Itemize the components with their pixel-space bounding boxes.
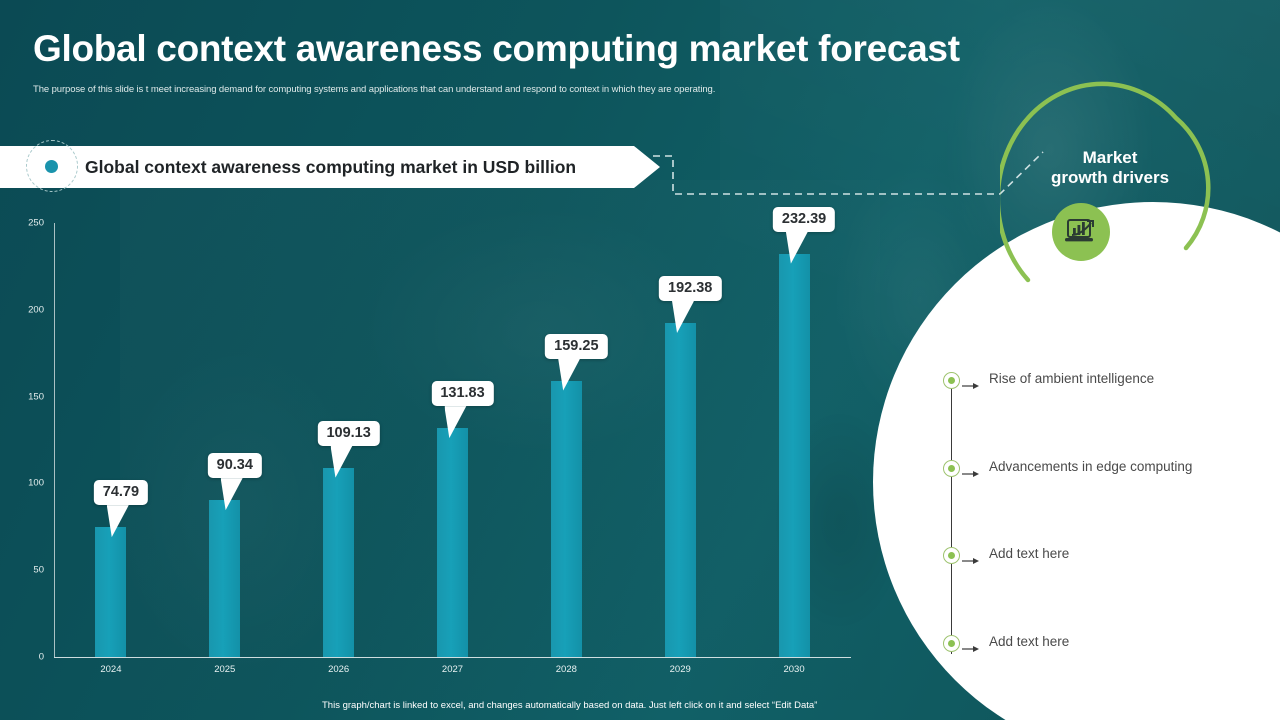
arrow-right-icon <box>962 552 980 564</box>
arrow-right-icon <box>962 465 980 477</box>
right-panel-title-line1: Market <box>1082 148 1138 167</box>
y-axis-tick-label: 200 <box>28 304 44 316</box>
chart-source-note: This graph/chart is linked to excel, and… <box>322 700 818 711</box>
driver-label: Add text here <box>989 633 1070 649</box>
x-axis-tick-label: 2029 <box>669 664 691 675</box>
banner-label: Global context awareness computing marke… <box>85 157 577 177</box>
x-axis-tick-label: 2028 <box>555 664 577 675</box>
page-subtitle: The purpose of this slide is t meet incr… <box>33 84 716 95</box>
driver-bullet-icon <box>943 372 960 389</box>
banner-shape <box>0 146 660 188</box>
x-axis-tick-label: 2024 <box>100 664 122 675</box>
x-axis-line <box>54 657 851 658</box>
driver-label: Add text here <box>989 546 1070 561</box>
growth-drivers-list: Rise of ambient intelligence Advancements… <box>943 371 1263 662</box>
bar-value-callout: 131.83 <box>431 381 494 439</box>
bar-value-callout: 109.13 <box>317 420 380 478</box>
bar-chart: 0 50 100 150 200 250 74.79 90.34 109.13 131.83 15… <box>0 206 880 680</box>
page-title: Global context awareness computing marke… <box>33 28 960 69</box>
y-axis-tick-label: 0 <box>38 651 44 663</box>
y-axis-tick-label: 100 <box>28 477 44 489</box>
arrow-right-icon <box>962 377 980 389</box>
bar-value-callout: 232.39 <box>772 206 836 264</box>
bar <box>664 323 696 657</box>
bullet-dot-icon <box>45 160 58 173</box>
driver-label: Advancements in edge computing <box>989 458 1193 474</box>
dashed-circle-decoration <box>26 140 78 192</box>
driver-bullet-icon <box>943 547 960 564</box>
bar-value-callout: 74.79 <box>93 480 149 538</box>
background-photo-left <box>120 180 880 700</box>
driver-bullet-icon <box>943 634 960 652</box>
arrow-right-icon <box>962 640 980 652</box>
y-axis-tick-label: 50 <box>33 564 44 576</box>
x-axis-tick-label: 2026 <box>328 664 350 675</box>
bar <box>437 428 468 657</box>
bar-value-callout: 159.25 <box>545 333 608 391</box>
bar <box>209 500 241 657</box>
bar <box>550 380 582 657</box>
x-axis-tick-label: 2027 <box>441 664 464 675</box>
bar <box>95 527 127 657</box>
x-axis-tick-label: 2030 <box>783 664 805 675</box>
chart-title-banner: Global context awareness computing marke… <box>0 146 660 188</box>
right-panel-title: Market growth drivers <box>1010 148 1210 188</box>
bar-value-callout: 192.38 <box>659 276 722 334</box>
y-axis-line <box>54 223 55 657</box>
y-axis-tick-label: 250 <box>28 217 44 229</box>
driver-label: Rise of ambient intelligence <box>989 371 1155 386</box>
right-panel-title-line2: growth drivers <box>1050 168 1170 188</box>
bar <box>778 253 810 657</box>
bars-area: 74.79 90.34 109.13 131.83 159.25 192.38 232.39 <box>54 206 851 657</box>
y-axis-tick-label: 150 <box>28 391 44 403</box>
drivers-connector-line <box>951 382 952 654</box>
driver-bullet-icon <box>943 459 960 477</box>
laptop-bar-chart-icon <box>1052 203 1110 261</box>
x-axis-tick-label: 2025 <box>214 664 236 675</box>
bar <box>323 467 355 657</box>
bar-value-callout: 90.34 <box>207 453 262 511</box>
